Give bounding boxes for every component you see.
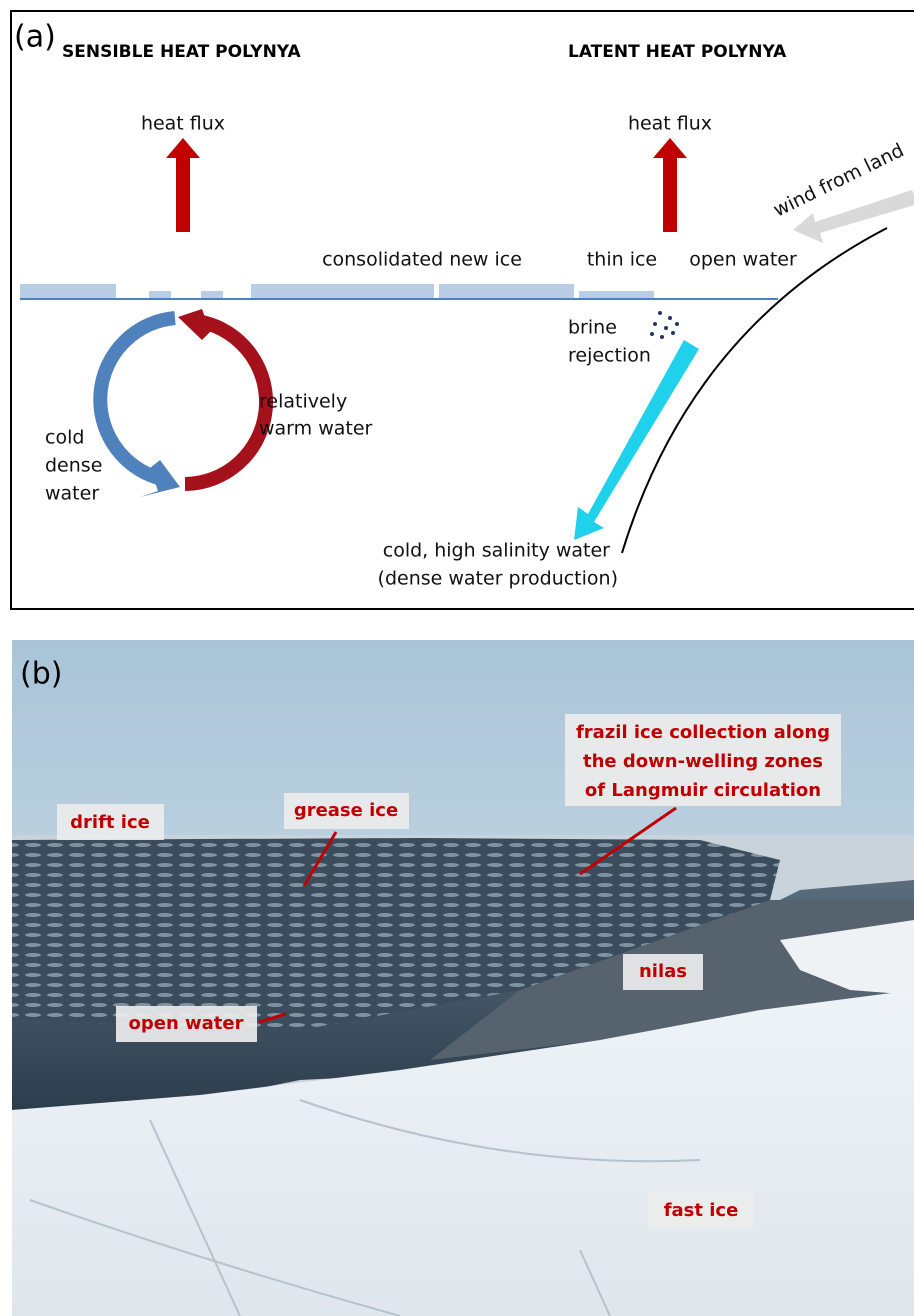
heading: SENSIBLE HEAT POLYNYA xyxy=(62,42,301,62)
label: thin ice xyxy=(587,249,657,271)
panel-frame xyxy=(11,11,914,609)
label: consolidated new ice xyxy=(322,249,522,271)
label: cold xyxy=(45,427,84,449)
label: frazil ice collection along xyxy=(576,722,830,743)
figure: (a) SENSIBLE HEAT POLYNYA LATENT HEAT PO… xyxy=(0,0,914,1316)
label: cold, high salinity water xyxy=(383,540,610,562)
panel-label: (a) xyxy=(14,20,56,55)
label: drift ice xyxy=(70,812,150,833)
panel-label: (b) xyxy=(20,657,62,692)
label: rejection xyxy=(568,345,651,367)
label: water xyxy=(45,483,99,505)
label: dense xyxy=(45,455,102,477)
label: fast ice xyxy=(664,1200,739,1221)
label: nilas xyxy=(639,961,687,982)
label: open water xyxy=(689,249,797,271)
label: (dense water production) xyxy=(378,568,618,590)
label: grease ice xyxy=(294,800,398,821)
label: relatively xyxy=(259,391,347,413)
label: heat flux xyxy=(141,113,225,135)
label: heat flux xyxy=(628,113,712,135)
panel-b: (b) drift ice grease ice frazil ice coll… xyxy=(12,640,914,1316)
label: brine xyxy=(568,317,617,339)
page: (a) SENSIBLE HEAT POLYNYA LATENT HEAT PO… xyxy=(0,0,914,1316)
panel-a: (a) SENSIBLE HEAT POLYNYA LATENT HEAT PO… xyxy=(11,11,914,609)
label: the down-welling zones xyxy=(583,751,823,772)
label: open water xyxy=(128,1013,243,1034)
label: warm water xyxy=(259,418,373,440)
ice-blocks xyxy=(20,284,654,299)
label: of Langmuir circulation xyxy=(585,780,821,801)
heading: LATENT HEAT POLYNYA xyxy=(568,42,787,62)
